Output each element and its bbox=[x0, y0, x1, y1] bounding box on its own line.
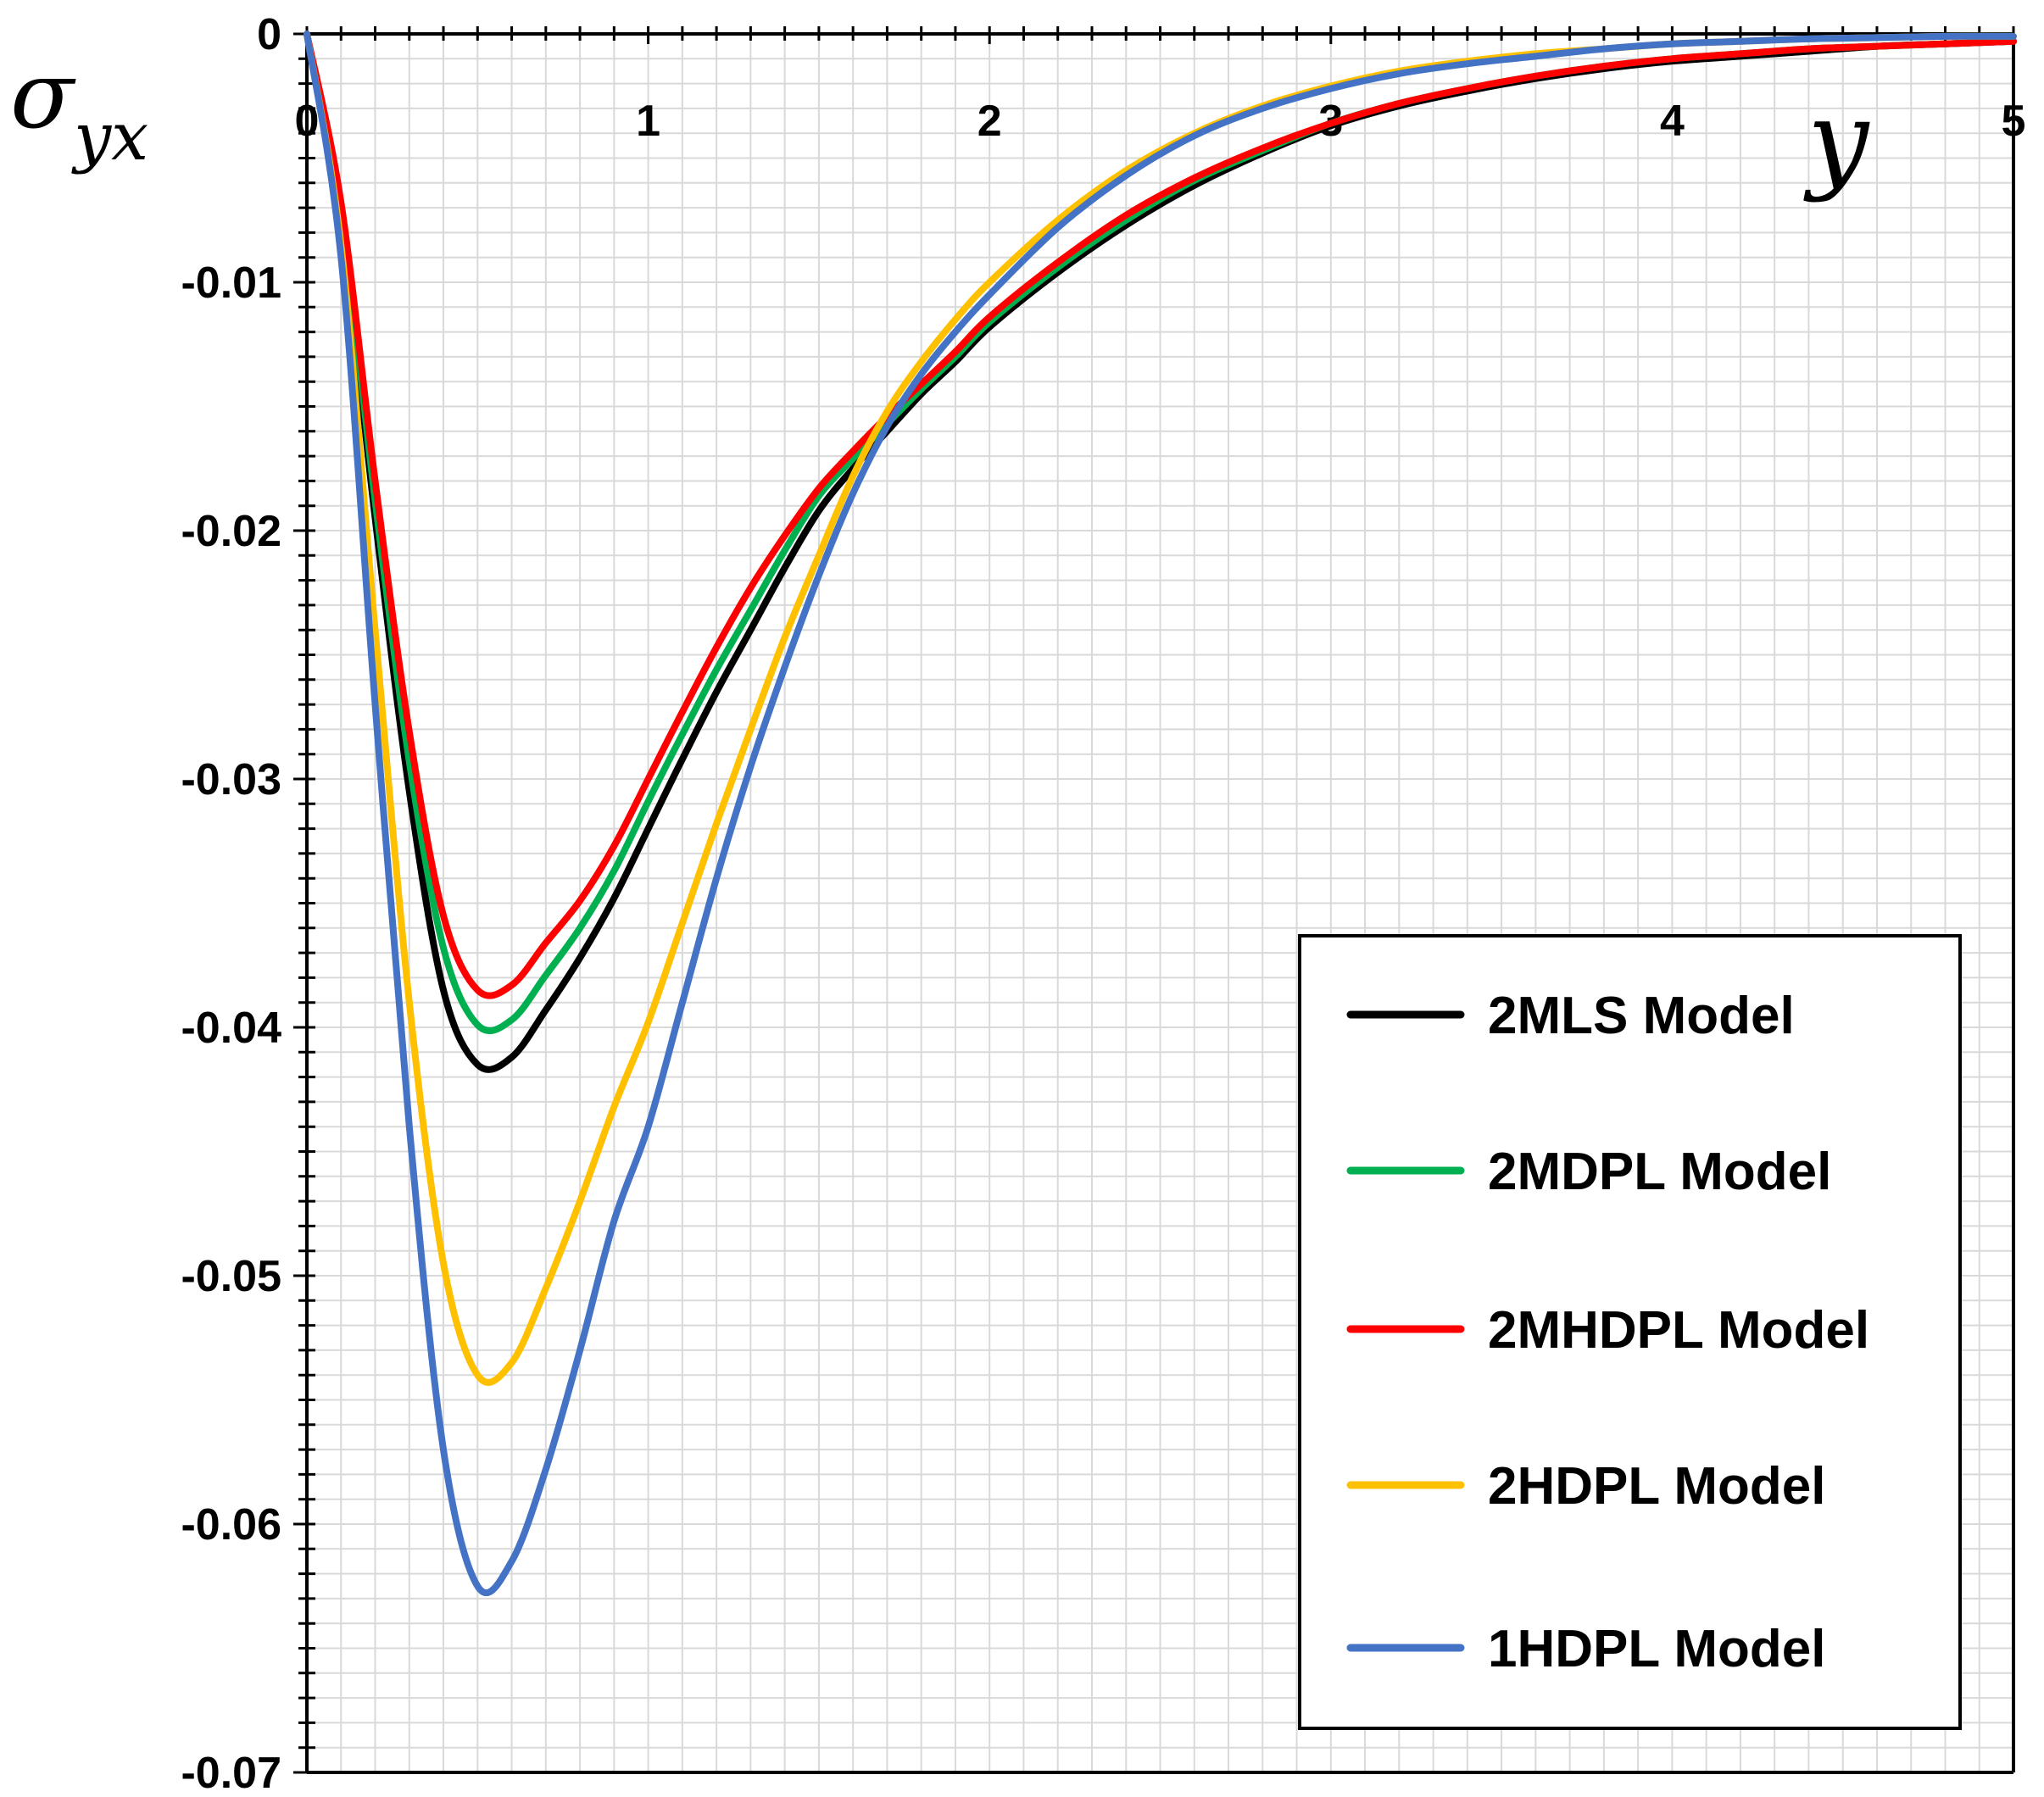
y-axis-label-sub: yx bbox=[71, 99, 148, 175]
x-tick-label: 4 bbox=[1660, 97, 1685, 146]
legend-label-1hdpl-model: 1HDPL Model bbox=[1488, 1620, 1825, 1678]
y-tick-label: -0.02 bbox=[181, 507, 281, 556]
series-line-1hdpl-model bbox=[304, 31, 2017, 1596]
legend: 2MLS Model 2MDPL Model 2MHDPL Model 2HDPL M… bbox=[1298, 934, 1962, 1730]
legend-label-2hdpl-model: 2HDPL Model bbox=[1488, 1457, 1825, 1516]
y-tick-label: 0 bbox=[257, 10, 281, 59]
legend-label-2mls-model: 2MLS Model bbox=[1488, 987, 1795, 1045]
y-axis-label-main: σ bbox=[10, 41, 76, 149]
y-axis-label: σyx bbox=[10, 41, 148, 175]
legend-label-2mhdpl-model: 2MHDPL Model bbox=[1488, 1301, 1869, 1360]
legend-items: 2MLS Model 2MDPL Model 2MHDPL Model 2HDPL M… bbox=[1346, 987, 1869, 1678]
y-tick-label: -0.07 bbox=[181, 1749, 281, 1797]
y-tick-label: -0.01 bbox=[181, 259, 281, 308]
series-lines bbox=[304, 31, 2017, 1596]
y-tick-label: -0.05 bbox=[181, 1252, 281, 1301]
x-tick-label: 5 bbox=[2002, 97, 2026, 146]
y-tick-label: -0.03 bbox=[181, 755, 281, 804]
y-tick-label: -0.06 bbox=[181, 1500, 281, 1549]
x-tick-label: 0 bbox=[295, 97, 320, 146]
x-axis-label: y bbox=[1803, 78, 1870, 204]
legend-label-2mdpl-model: 2MDPL Model bbox=[1488, 1143, 1831, 1201]
series-line-2mhdpl-model bbox=[304, 31, 2017, 999]
x-tick-label: 1 bbox=[636, 97, 660, 146]
y-tick-label: -0.04 bbox=[181, 1004, 281, 1053]
x-tick-label: 2 bbox=[977, 97, 1002, 146]
